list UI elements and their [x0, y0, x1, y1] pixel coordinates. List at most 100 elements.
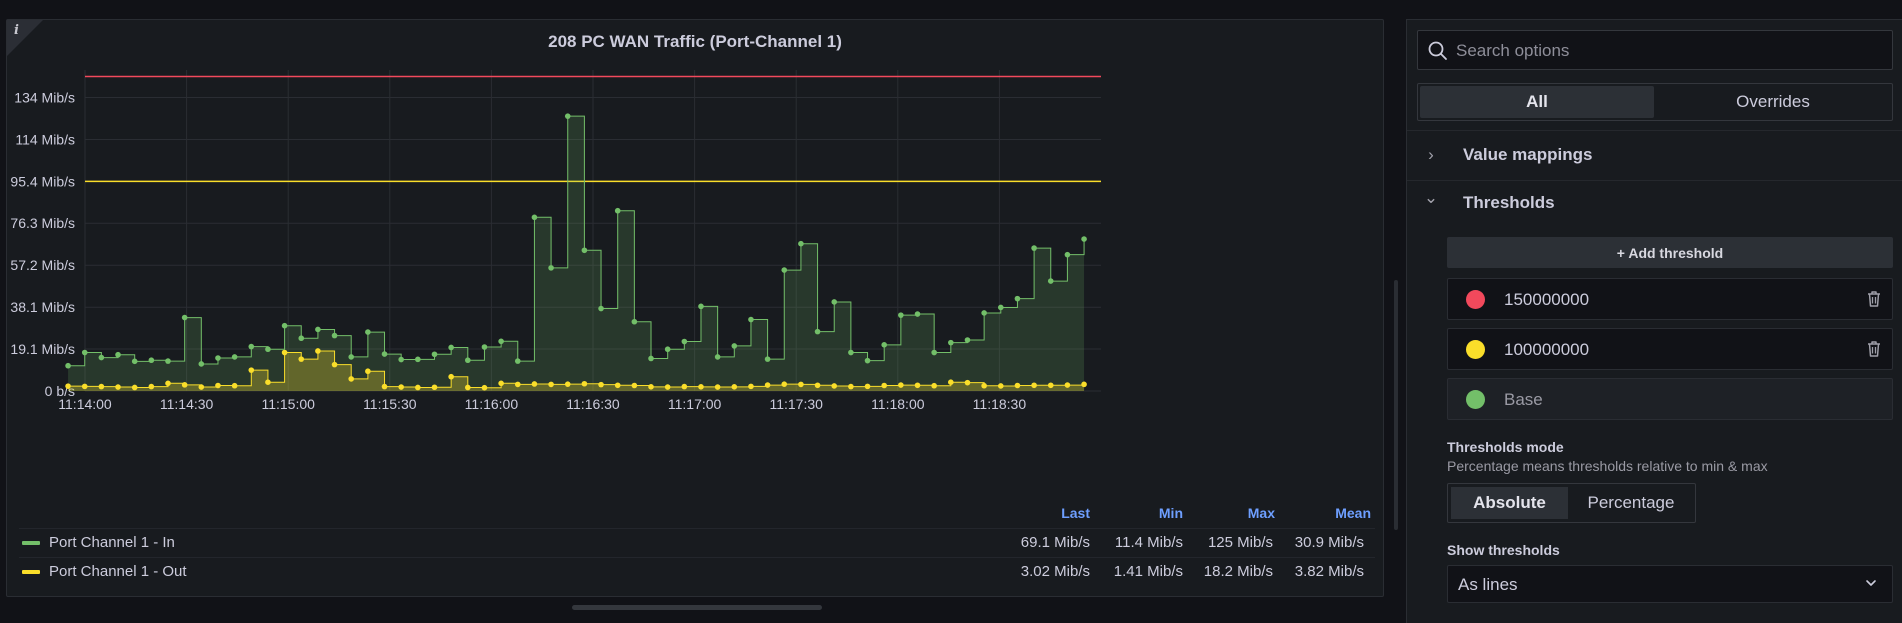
legend-last: 69.1 Mib/s — [1020, 534, 1090, 551]
data-point — [948, 379, 954, 386]
show-thresholds-select[interactable]: As lines — [1447, 565, 1893, 603]
search-icon — [1428, 41, 1447, 60]
data-point — [115, 351, 121, 358]
data-point — [514, 358, 521, 364]
data-point — [131, 384, 138, 391]
x-tick-label: 11:14:00 — [58, 396, 112, 412]
data-point — [348, 376, 355, 382]
thresholds-mode-radio: Absolute Percentage — [1447, 483, 1696, 523]
data-point — [65, 383, 71, 389]
data-point — [914, 311, 921, 317]
legend-header-mean[interactable]: Mean — [1335, 505, 1371, 521]
legend-header-last[interactable]: Last — [1061, 505, 1090, 521]
threshold-value[interactable]: 100000000 — [1504, 340, 1590, 359]
data-point — [698, 303, 704, 310]
y-tick-label: 57.2 Mib/s — [10, 257, 75, 273]
data-point — [281, 349, 288, 356]
data-point — [581, 247, 588, 254]
data-point — [81, 349, 88, 356]
legend-row-out[interactable]: Port Channel 1 - Out 3.02 Mib/s 1.41 Mib… — [19, 557, 1375, 585]
data-point — [564, 381, 571, 387]
data-point — [581, 380, 588, 387]
panel-title[interactable]: 208 PC WAN Traffic (Port-Channel 1) — [548, 32, 842, 51]
data-point — [564, 113, 571, 119]
options-tabs: All Overrides — [1417, 83, 1893, 121]
data-point — [1081, 381, 1087, 388]
panel-info-corner[interactable] — [7, 20, 43, 56]
data-point — [881, 342, 887, 348]
section-label: Value mappings — [1463, 145, 1593, 164]
chevron-right-icon: › — [1428, 145, 1434, 164]
data-point — [98, 354, 105, 361]
data-point — [131, 358, 138, 365]
data-point — [498, 380, 504, 387]
threshold-row-red[interactable]: 150000000 — [1447, 278, 1893, 320]
legend-header-max[interactable]: Max — [1247, 505, 1275, 521]
data-point — [448, 373, 454, 380]
tab-overrides[interactable]: Overrides — [1736, 92, 1810, 111]
threshold-value[interactable]: 150000000 — [1504, 290, 1590, 309]
show-thresholds-label: Show thresholds — [1447, 542, 1560, 558]
section-value-mappings[interactable]: › Value mappings — [1407, 130, 1902, 180]
data-point — [1047, 382, 1054, 389]
data-point — [398, 356, 404, 363]
data-point — [315, 326, 321, 333]
y-tick-label: 38.1 Mib/s — [10, 299, 75, 315]
data-point — [981, 382, 987, 389]
data-point — [814, 382, 821, 389]
data-point — [298, 335, 305, 342]
legend-series-name[interactable]: Port Channel 1 - In — [49, 534, 175, 551]
trash-icon[interactable] — [1866, 290, 1882, 308]
data-point — [548, 265, 554, 271]
data-point — [431, 384, 438, 391]
info-icon[interactable]: i — [14, 23, 19, 38]
data-point — [948, 339, 954, 346]
data-point — [231, 382, 238, 389]
data-point — [898, 312, 904, 318]
legend-max: 18.2 Mib/s — [1203, 563, 1273, 580]
data-point — [964, 379, 971, 386]
threshold-color-swatch[interactable] — [1466, 340, 1485, 359]
data-point — [181, 314, 188, 321]
radio-percentage[interactable]: Percentage — [1587, 493, 1675, 512]
data-point — [1047, 278, 1054, 284]
data-point — [648, 384, 654, 390]
section-thresholds[interactable]: ⌄ Thresholds — [1407, 178, 1902, 228]
threshold-color-swatch[interactable] — [1466, 290, 1485, 309]
data-point — [997, 304, 1004, 311]
add-threshold-button[interactable]: + Add threshold — [1447, 237, 1893, 268]
trash-icon[interactable] — [1866, 340, 1882, 358]
legend-swatch-out — [22, 570, 40, 574]
data-point — [764, 356, 771, 362]
data-point — [315, 348, 321, 354]
legend-mean: 3.82 Mib/s — [1294, 563, 1364, 580]
data-point — [631, 318, 638, 325]
x-tick-label: 11:17:30 — [769, 396, 823, 412]
search-options-input[interactable] — [1454, 31, 1888, 71]
search-options-box[interactable] — [1417, 30, 1893, 71]
select-value: As lines — [1458, 575, 1518, 594]
threshold-row-yellow[interactable]: 100000000 — [1447, 328, 1893, 370]
data-point — [415, 356, 421, 363]
legend-row-in[interactable]: Port Channel 1 - In 69.1 Mib/s 11.4 Mib/… — [19, 528, 1375, 556]
legend-header-min[interactable]: Min — [1158, 505, 1183, 521]
options-pane: All Overrides › Value mappings ⌄ Thresho… — [1406, 19, 1902, 623]
data-point — [848, 383, 854, 390]
data-point — [831, 383, 838, 389]
data-point — [265, 379, 271, 386]
data-point — [881, 382, 887, 389]
panel-resize-handle[interactable] — [572, 605, 822, 610]
thresholds-mode-label: Thresholds mode — [1447, 439, 1564, 455]
traffic-chart[interactable]: 0 b/s19.1 Mib/s38.1 Mib/s57.2 Mib/s76.3 … — [7, 20, 1385, 500]
data-point — [365, 329, 371, 335]
data-point — [531, 214, 538, 221]
thresholds-mode-description: Percentage means thresholds relative to … — [1447, 458, 1768, 474]
legend-series-name[interactable]: Port Channel 1 - Out — [49, 563, 187, 580]
radio-absolute[interactable]: Absolute — [1451, 487, 1568, 519]
data-point — [1014, 382, 1021, 389]
panel-vertical-scrollbar[interactable] — [1394, 280, 1398, 530]
threshold-color-swatch[interactable] — [1466, 390, 1485, 409]
tab-all[interactable]: All — [1420, 86, 1654, 118]
graph-panel: i 208 PC WAN Traffic (Port-Channel 1) 0 … — [6, 19, 1384, 597]
threshold-row-base[interactable]: Base — [1447, 378, 1893, 420]
